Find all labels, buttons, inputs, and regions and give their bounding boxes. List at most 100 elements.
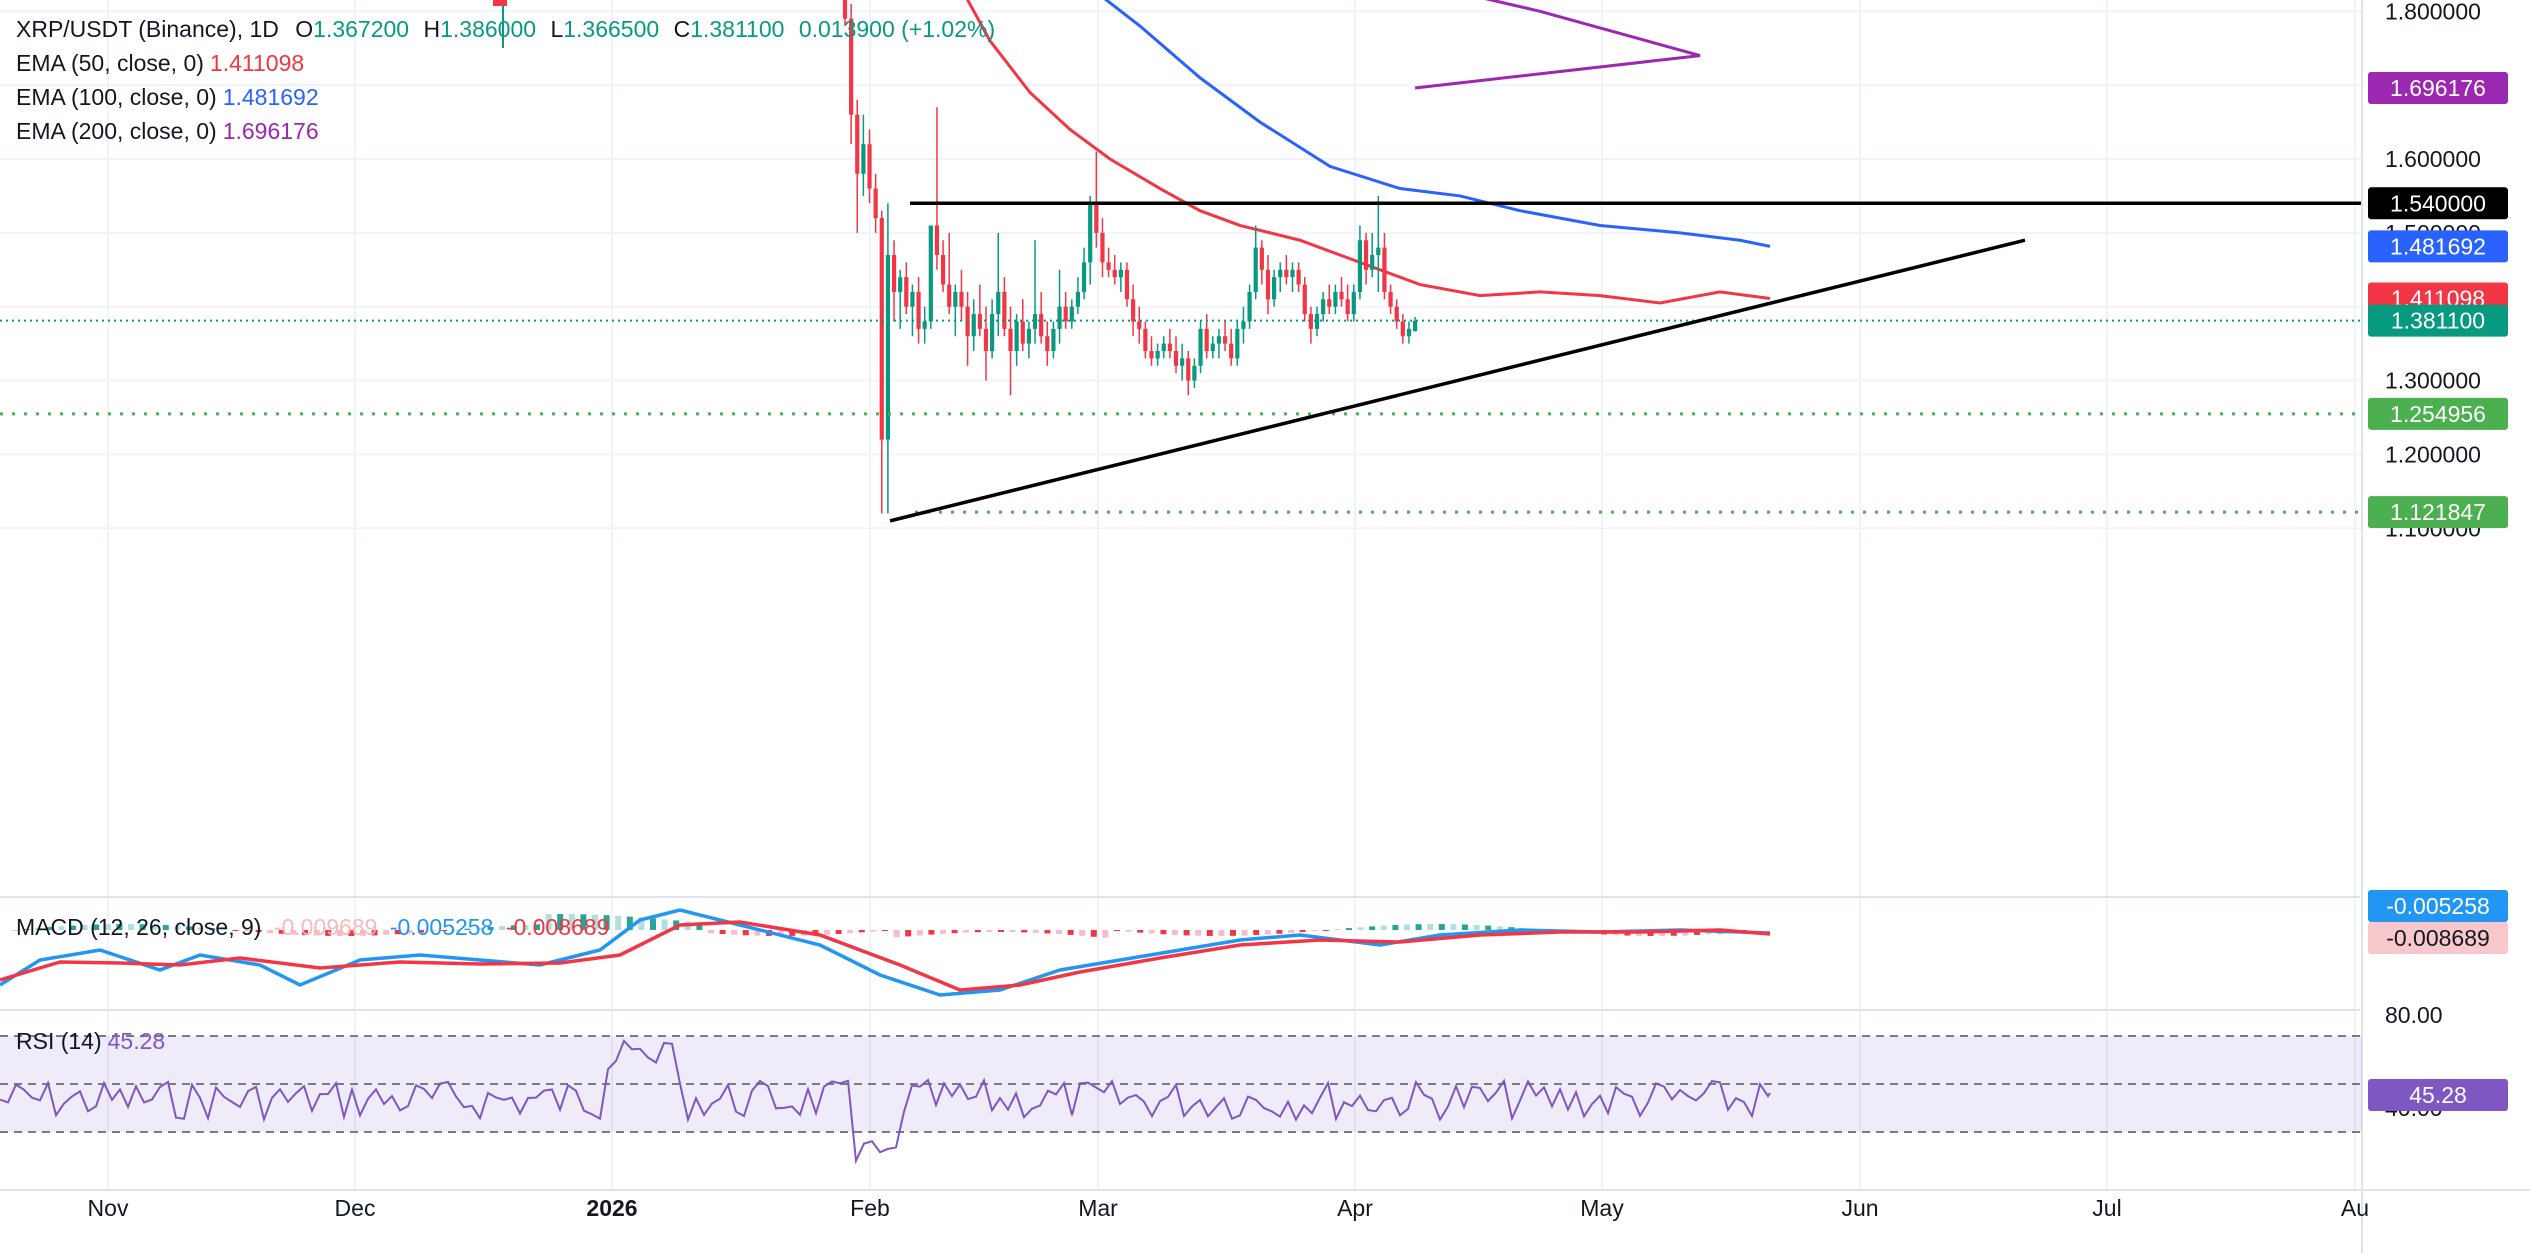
badge-text: 1.696176 <box>2390 75 2486 101</box>
macd-histogram-bar <box>1079 930 1086 936</box>
candle-body <box>1370 255 1375 270</box>
candle-body <box>891 255 897 292</box>
candle-body <box>879 218 884 440</box>
candle-down <box>1296 262 1301 292</box>
macd-histogram-bar <box>1346 928 1352 930</box>
candle-down <box>1394 299 1399 329</box>
candle-down <box>1308 306 1313 344</box>
symbol-legend[interactable]: XRP/USDT (Binance), 1D O1.367200 H1.3860… <box>16 16 995 43</box>
macd-histogram-bar <box>383 930 390 935</box>
candle-up <box>861 114 866 196</box>
candle-down <box>1229 328 1234 366</box>
candle-up <box>1235 321 1240 366</box>
time-tick-label: Apr <box>1337 1195 1373 1221</box>
rsi-legend[interactable]: RSI (14) 45.28 <box>16 1028 165 1055</box>
macd-histogram-bar <box>719 930 726 935</box>
macd-histogram-bar <box>1682 930 1689 936</box>
macd-histogram-bar <box>162 925 169 930</box>
candle-body <box>1051 328 1056 352</box>
badge-bg <box>2368 1079 2508 1111</box>
macd-histogram-bar <box>963 930 970 933</box>
badge-text: 1.540000 <box>2390 190 2486 216</box>
macd-histogram-bar <box>847 930 854 934</box>
macd-histogram-bar <box>1241 930 1248 936</box>
macd-histogram-bar <box>1090 930 1097 937</box>
macd-histogram-bar <box>1137 930 1144 933</box>
candle-down <box>1327 284 1332 315</box>
candle-body <box>959 291 964 307</box>
candle-body <box>904 277 909 307</box>
macd-histogram-bar <box>452 929 459 931</box>
candle-body <box>1063 306 1068 322</box>
candle-up <box>1376 195 1381 292</box>
candle-up <box>990 299 995 359</box>
macd-signal-value: -0.008689 <box>505 914 610 940</box>
candle-body <box>1118 269 1123 278</box>
macd-legend[interactable]: MACD (12, 26, close, 9) -0.009689 -0.005… <box>16 914 609 941</box>
macd-histogram-bar <box>174 925 181 930</box>
ema100-legend[interactable]: EMA (100, close, 0) 1.481692 <box>16 84 319 111</box>
candle-down <box>1265 255 1271 315</box>
macd-histogram-bar <box>1694 930 1700 935</box>
candle-down <box>1100 218 1105 278</box>
macd-histogram-bar <box>441 930 448 931</box>
candle-body <box>1186 358 1191 381</box>
macd-histogram-bar <box>186 926 192 930</box>
candle-down <box>1063 291 1068 329</box>
candle-down <box>934 107 940 270</box>
candle-down <box>855 99 860 233</box>
candle-body <box>1155 351 1160 359</box>
candle-up <box>922 306 927 344</box>
macd-histogram-bar <box>325 930 332 936</box>
candle-body <box>1112 269 1117 278</box>
time-tick-label: Jun <box>1841 1195 1878 1221</box>
candle-body <box>1180 358 1185 366</box>
macd-histogram-bar <box>777 930 784 936</box>
candle-down <box>947 232 952 315</box>
candle-body <box>861 144 866 174</box>
candle-down <box>1137 306 1142 344</box>
macd-histogram-bar <box>1276 930 1283 934</box>
rsi-value: 45.28 <box>107 1028 166 1054</box>
macd-histogram-bar <box>568 914 575 930</box>
candle-body <box>1296 269 1301 285</box>
candle-body <box>1253 247 1258 292</box>
badge-bg <box>2368 187 2508 220</box>
macd-histogram-bar <box>1021 930 1028 933</box>
candle-down <box>1124 262 1130 307</box>
macd-histogram-bar <box>209 928 216 930</box>
ema200-legend[interactable]: EMA (200, close, 0) 1.696176 <box>16 118 319 145</box>
candle-body <box>873 188 878 219</box>
candle-down <box>1167 328 1172 359</box>
candle-down <box>842 0 848 27</box>
candle-body <box>1388 291 1393 307</box>
candle-body <box>1008 328 1013 352</box>
ema100-value: 1.481692 <box>222 84 319 110</box>
price-axis[interactable]: 1.8000001.6000001.5000001.3000001.200000… <box>2385 0 2481 1121</box>
candle-body <box>1192 365 1197 381</box>
macd-histogram-bar <box>220 929 227 931</box>
badge-bg <box>2368 496 2508 529</box>
candle-body <box>1131 299 1136 322</box>
time-axis[interactable]: Nov Dec 2026 Feb Mar Apr May Jun Jul Au <box>88 1195 2370 1221</box>
time-tick-label: Au <box>2341 1195 2369 1221</box>
macd-histogram-bar <box>940 930 946 934</box>
candle-up <box>1026 321 1031 359</box>
candle-down <box>891 240 897 322</box>
macd-histogram-bar <box>348 930 355 936</box>
macd-histogram-bar <box>1172 930 1178 935</box>
candle-up <box>1088 195 1093 285</box>
candle-up <box>1051 321 1056 359</box>
time-tick-label: Feb <box>850 1195 890 1221</box>
candle-body <box>1412 320 1418 332</box>
candle-body <box>1032 314 1038 329</box>
price-badges: 1.6961761.5400001.4816921.4110981.381100… <box>2368 71 2508 1111</box>
macd-histogram-bar <box>789 930 796 936</box>
candle-up <box>1314 306 1320 337</box>
ema50-legend[interactable]: EMA (50, close, 0) 1.411098 <box>16 50 304 77</box>
macd-histogram-bar <box>336 930 343 936</box>
macd-histogram-bar <box>835 930 842 935</box>
candle-body <box>1235 328 1240 359</box>
candle-body <box>1302 284 1307 315</box>
